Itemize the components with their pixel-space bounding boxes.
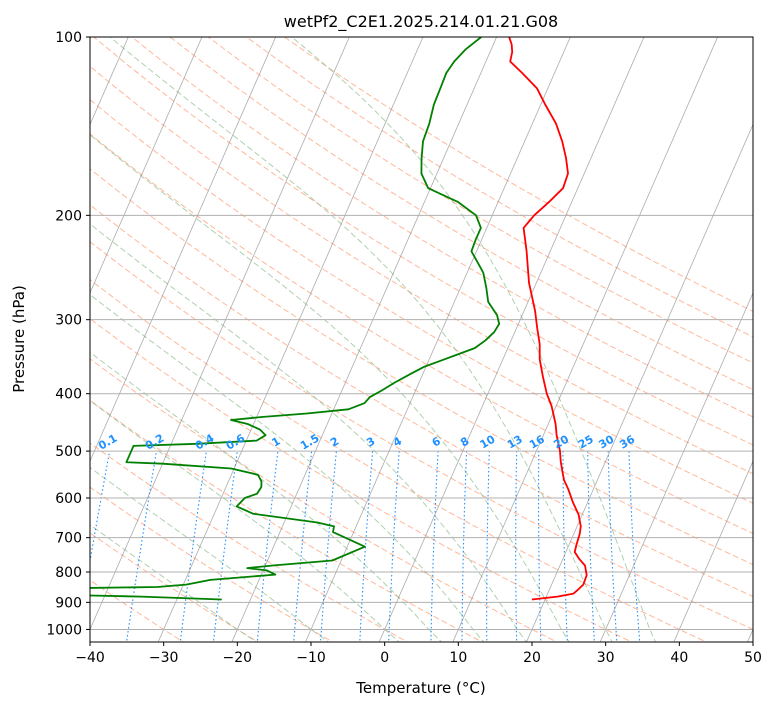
isotherm-line [90,37,203,294]
y-tick-label: 700 [55,531,82,547]
y-tick-label: 1000 [46,622,82,638]
dry-adiabat-line [90,204,753,598]
dry-adiabat-line [131,37,753,418]
y-tick-label: 300 [55,313,82,329]
moist-adiabat-line [90,223,527,642]
temperature-profile-line [508,37,588,601]
mixing-ratio-line [607,451,618,642]
moist-adiabat-line [90,134,570,642]
x-tick-label: 0 [380,650,389,666]
isotherm-line [378,37,645,642]
x-tick-label: −20 [223,650,253,666]
isotherm-line [90,37,350,631]
isobar-gridlines [90,37,753,630]
isotherm-line [305,37,571,642]
dry-adiabat-line [90,168,753,566]
chart-title: wetPf2_C2E1.2025.214.01.21.G08 [284,12,558,32]
moist-adiabats [90,37,656,642]
dry-adiabat-line [90,65,753,475]
mixing-ratio-line [486,451,490,642]
x-tick-label: −40 [75,650,105,666]
x-axis-ticks: −40 −30 −20 −10 0 10 20 30 40 50 [75,642,762,666]
dry-adiabat-line [284,37,753,312]
isotherm-line [673,460,753,642]
isotherm-line [231,37,498,642]
y-tick-label: 600 [55,491,82,507]
mixing-ratio-lines [90,451,641,642]
x-tick-label: 30 [597,650,615,666]
mixing-ratio-line [430,451,439,642]
isotherm-line [526,123,753,642]
y-tick-label: 200 [55,208,82,224]
y-tick-label: 100 [55,30,82,46]
moist-adiabat-line [90,524,258,642]
moist-adiabat-line [90,466,330,642]
mixing-ratio-line [538,451,542,642]
plot-area: 0.1 0.2 0.4 0.6 1 1.5 2 3 4 6 8 10 13 16 20 25 30 36 [90,37,753,642]
mixing-ratio-line [515,451,518,642]
isotherm-line [452,37,719,642]
y-tick-label: 400 [55,387,82,403]
x-tick-label: 20 [523,650,541,666]
skewed-isotherms [90,37,753,642]
isotherm-line [90,37,277,463]
dry-adiabat-line [90,133,753,535]
isotherm-line [157,37,424,642]
mixing-ratio-line [461,451,468,642]
dewpoint-profile-line [90,37,501,601]
x-tick-label: −30 [149,650,179,666]
y-tick-label: 800 [55,565,82,581]
moist-adiabat-line [90,351,443,642]
y-axis-label: Pressure (hPa) [10,285,28,393]
y-tick-label: 900 [55,595,82,611]
dry-adiabat-line [90,399,484,642]
y-tick-label: 500 [55,444,82,460]
mixing-ratio-line [562,451,568,642]
x-tick-label: 10 [449,650,467,666]
moist-adiabat-line [90,399,400,642]
moist-adiabat-line [90,294,485,642]
plot-frame [89,36,754,643]
mixing-ratio-line [587,451,595,642]
y-axis-ticks: 100 200 300 400 500 600 700 800 900 1000 [46,30,90,638]
x-axis-label: Temperature (°C) [355,679,485,697]
mixing-ratio-line [388,451,400,642]
moist-adiabat-line [291,37,656,642]
isotherm-line [599,291,753,642]
moist-adiabat-line [109,37,613,642]
dry-adiabat-line [207,37,753,364]
x-tick-label: 50 [744,650,762,666]
x-tick-label: −10 [296,650,326,666]
x-tick-label: 40 [670,650,688,666]
profile-series [90,37,588,601]
